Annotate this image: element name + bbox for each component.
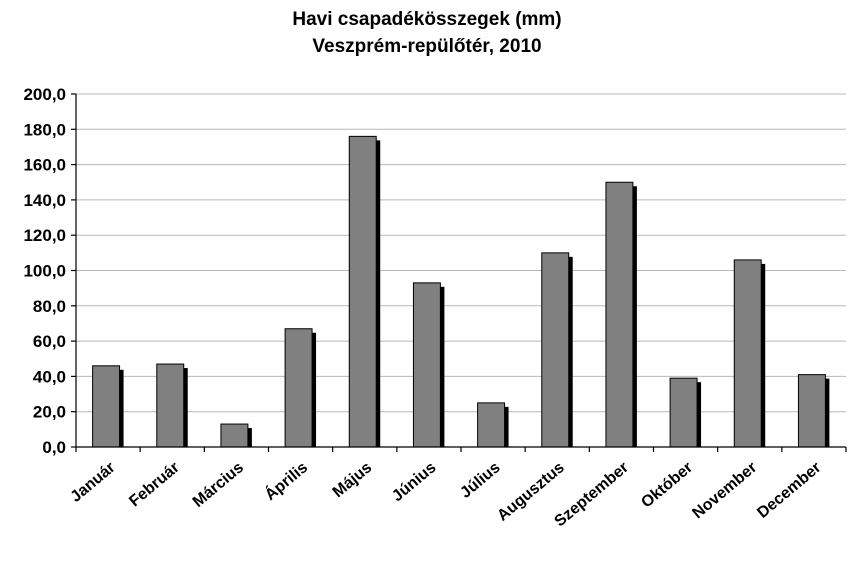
- bar-4: [284, 328, 313, 448]
- y-tick-label: 60,0: [33, 332, 66, 351]
- y-tick-label: 160,0: [23, 156, 66, 175]
- bar-5: [348, 135, 377, 448]
- bar-12: [797, 374, 826, 448]
- bar-1: [92, 365, 121, 448]
- x-tick-label: Július: [457, 459, 503, 502]
- y-tick-label: 200,0: [23, 85, 66, 104]
- bar-3: [220, 423, 249, 448]
- y-axis-ticks: 0,0 20,0 40,0 60,0 80,0 100,0 120,0 140,0 160,0 1…: [23, 85, 76, 457]
- bar-9: [605, 181, 634, 448]
- x-tick-label: November: [689, 459, 760, 522]
- y-tick-label: 100,0: [23, 262, 66, 281]
- x-tick-label: Január: [68, 459, 119, 506]
- x-tick-label: Április: [261, 457, 311, 504]
- y-tick-label: 120,0: [23, 226, 66, 245]
- grid-lines: [76, 93, 846, 413]
- y-tick-label: 180,0: [23, 120, 66, 139]
- bar-11: [733, 259, 762, 448]
- bar-10: [669, 377, 698, 448]
- x-tick-label: Február: [126, 459, 183, 510]
- bar-6: [412, 282, 441, 448]
- y-tick-label: 0,0: [42, 438, 66, 457]
- bar-7: [477, 402, 506, 448]
- x-tick-label: Május: [330, 459, 376, 501]
- bar-8: [541, 252, 570, 448]
- x-tick-label: Október: [638, 459, 696, 511]
- bars: [92, 135, 830, 448]
- y-tick-label: 140,0: [23, 191, 66, 210]
- bar-2: [156, 363, 185, 448]
- chart-title: Havi csapadékösszegek (mm): [292, 9, 561, 30]
- x-tick-label: December: [754, 459, 824, 522]
- x-axis-labels: Január Február Március Április Május Június Jú…: [68, 447, 847, 530]
- y-tick-label: 80,0: [33, 297, 66, 316]
- y-tick-label: 40,0: [33, 367, 66, 386]
- chart-subtitle: Veszprém-repülőtér, 2010: [312, 36, 541, 57]
- x-tick-label: Június: [389, 459, 440, 505]
- y-tick-label: 20,0: [33, 403, 66, 422]
- x-tick-label: Március: [190, 459, 247, 511]
